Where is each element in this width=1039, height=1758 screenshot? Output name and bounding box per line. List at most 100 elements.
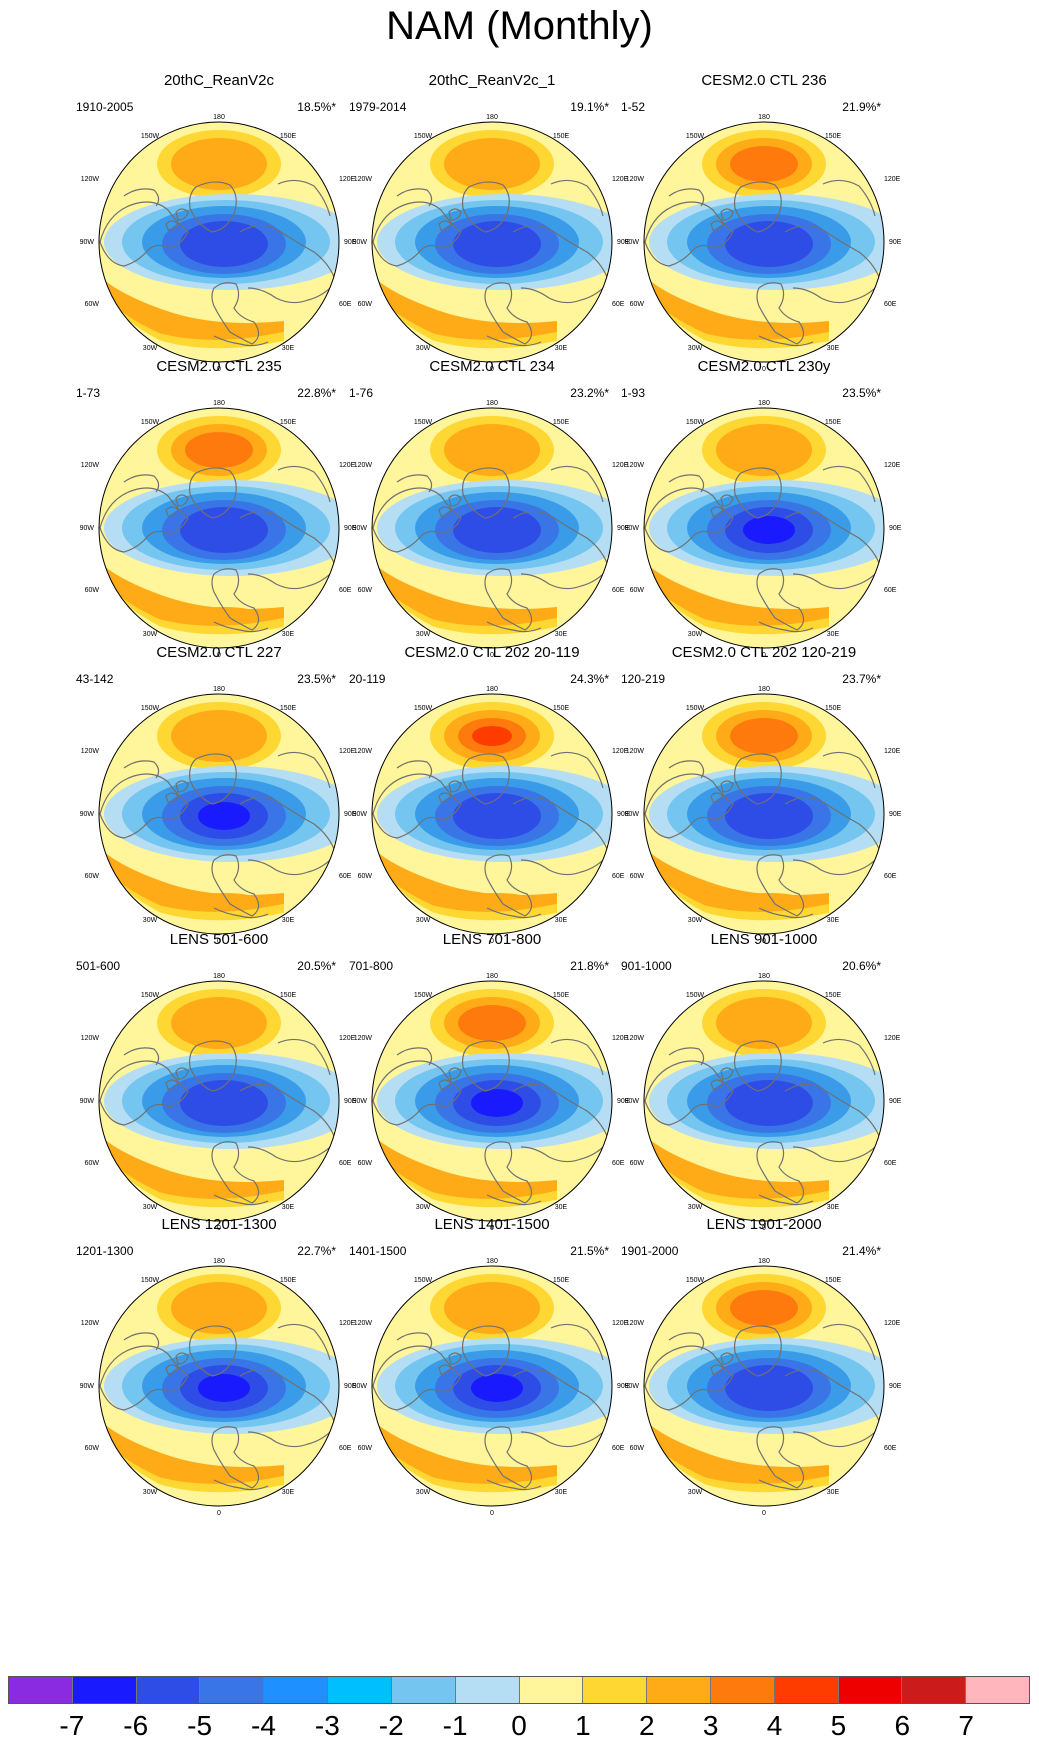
- longitude-label: 30E: [827, 1204, 840, 1211]
- longitude-label: 0: [490, 652, 494, 659]
- colorbar-tick-label: -2: [378, 1710, 404, 1741]
- longitude-label: 90W: [80, 1383, 95, 1390]
- negative-anomaly-contour: [491, 1376, 507, 1396]
- longitude-label: 30W: [143, 345, 158, 352]
- longitude-label: 30W: [416, 345, 431, 352]
- longitude-label: 60E: [884, 1445, 897, 1452]
- longitude-label: 60E: [612, 301, 625, 308]
- panel-variance: 21.4%*: [842, 1244, 881, 1258]
- longitude-label: 150W: [414, 705, 433, 712]
- longitude-label: 60E: [884, 1160, 897, 1167]
- longitude-label: 120W: [626, 1320, 645, 1327]
- longitude-label: 90E: [889, 811, 902, 818]
- panel-period: 701-800: [349, 959, 394, 973]
- panel-variance: 24.3%*: [570, 672, 609, 686]
- map-panel: 20thC_ReanV2c_1 1979-2014 19.1%* 180 150W 150…: [337, 72, 647, 392]
- longitude-label: 90E: [889, 1383, 902, 1390]
- panel-variance: 22.7%*: [297, 1244, 336, 1258]
- longitude-label: 0: [490, 1510, 494, 1517]
- longitude-label: 0: [217, 366, 221, 373]
- positive-anomaly-contour: [377, 566, 557, 626]
- longitude-label: 60E: [612, 587, 625, 594]
- longitude-label: 60W: [358, 301, 373, 308]
- longitude-label: 150W: [414, 992, 433, 999]
- longitude-label: 180: [486, 1258, 498, 1265]
- panel-period: 43-142: [76, 672, 114, 686]
- positive-anomaly-contour: [171, 710, 267, 762]
- panel-title: LENS 1901-2000: [706, 1216, 822, 1233]
- colorbar-swatch: [9, 1677, 73, 1703]
- longitude-label: 180: [486, 114, 498, 121]
- longitude-label: 180: [486, 400, 498, 407]
- coastlines: [99, 465, 337, 633]
- positive-anomaly-contour: [716, 997, 812, 1049]
- panel-variance: 19.1%*: [570, 100, 609, 114]
- longitude-label: 90W: [80, 1098, 95, 1105]
- positive-anomaly-contour: [730, 1290, 798, 1326]
- colorbar-tick-label: -4: [251, 1710, 276, 1741]
- longitude-label: 150W: [141, 992, 160, 999]
- longitude-label: 0: [762, 1510, 766, 1517]
- longitude-label: 30W: [688, 1489, 703, 1496]
- longitude-label: 0: [762, 652, 766, 659]
- map-panel: CESM2.0 CTL 235 1-73 22.8%* 180 150W 150E 120W…: [64, 358, 374, 678]
- map-panel: LENS 1901-2000 1901-2000 21.4%* 180 150W 150E…: [609, 1216, 919, 1536]
- negative-anomaly-contour: [453, 507, 541, 553]
- longitude-label: 120W: [81, 1320, 100, 1327]
- panel-period: 1-73: [76, 386, 101, 400]
- longitude-label: 120W: [354, 1035, 373, 1042]
- panel-variance: 23.5%*: [842, 386, 881, 400]
- positive-anomaly-contour: [186, 607, 262, 625]
- panel-variance: 18.5%*: [297, 100, 336, 114]
- map-boundary: [98, 407, 340, 649]
- polar-map: 180 150W 150E 120W 120E 90W 90E 60W 60E 30W 30E 0: [353, 114, 630, 373]
- polar-map: 180 150W 150E 120W 120E 90W 90E 60W 60E 30W 30E 0: [80, 114, 357, 373]
- longitude-label: 0: [490, 938, 494, 945]
- longitude-label: 60E: [884, 587, 897, 594]
- longitude-label: 90W: [625, 811, 640, 818]
- positive-anomaly-contour: [458, 1005, 526, 1041]
- panel-variance: 20.5%*: [297, 959, 336, 973]
- positive-anomaly-contour: [377, 1139, 557, 1199]
- polar-map: 180 150W 150E 120W 120E 90W 90E 60W 60E 30W 30E 0: [80, 400, 357, 659]
- colorbar-swatch: [838, 1677, 903, 1703]
- longitude-label: 30E: [282, 631, 295, 638]
- longitude-label: 120E: [339, 462, 356, 469]
- longitude-label: 180: [758, 973, 770, 980]
- colorbar-tick-label: 2: [638, 1710, 655, 1741]
- positive-anomaly-contour: [171, 1282, 267, 1334]
- longitude-label: 90W: [353, 1383, 368, 1390]
- map-boundary: [643, 980, 885, 1222]
- longitude-label: 180: [213, 973, 225, 980]
- longitude-label: 90E: [617, 1383, 630, 1390]
- longitude-label: 60W: [630, 301, 645, 308]
- longitude-label: 90E: [344, 811, 357, 818]
- map-boundary: [371, 121, 613, 363]
- map-boundary: [371, 693, 613, 935]
- panel-period: 901-1000: [621, 959, 672, 973]
- colorbar-swatch: [328, 1677, 392, 1703]
- longitude-label: 0: [217, 1510, 221, 1517]
- longitude-label: 30E: [827, 917, 840, 924]
- longitude-label: 150E: [280, 133, 297, 140]
- panel-period: 1910-2005: [76, 100, 134, 114]
- positive-anomaly-contour: [104, 280, 284, 340]
- longitude-label: 90E: [889, 525, 902, 532]
- positive-anomaly-contour: [444, 424, 540, 476]
- longitude-label: 120W: [354, 176, 373, 183]
- longitude-label: 90E: [617, 811, 630, 818]
- longitude-label: 30W: [143, 1204, 158, 1211]
- longitude-label: 60E: [339, 587, 352, 594]
- panel-title: CESM2.0 CTL 202 20-119: [404, 644, 580, 661]
- longitude-label: 90E: [344, 239, 357, 246]
- colorbar-swatch: [200, 1677, 265, 1703]
- panel-period: 1-93: [621, 386, 646, 400]
- longitude-label: 90W: [353, 239, 368, 246]
- longitude-label: 30E: [827, 631, 840, 638]
- longitude-label: 150E: [553, 419, 570, 426]
- longitude-label: 120E: [884, 748, 901, 755]
- longitude-label: 30E: [282, 345, 295, 352]
- positive-anomaly-contour: [730, 718, 798, 754]
- colorbar-swatch: [774, 1677, 839, 1703]
- positive-anomaly-contour: [104, 1139, 284, 1199]
